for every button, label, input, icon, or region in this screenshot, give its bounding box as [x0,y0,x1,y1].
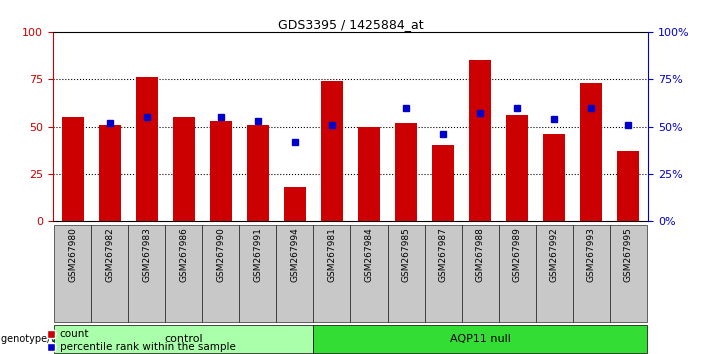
Legend: count, percentile rank within the sample: count, percentile rank within the sample [47,329,236,352]
Text: GSM267982: GSM267982 [105,227,114,282]
Bar [173,117,195,221]
Title: GDS3395 / 1425884_at: GDS3395 / 1425884_at [278,18,423,31]
Text: AQP11 null: AQP11 null [449,334,510,344]
Text: GSM267994: GSM267994 [290,227,299,282]
Text: genotype/variation ▶: genotype/variation ▶ [1,334,104,344]
Bar [506,115,528,221]
Text: GSM267987: GSM267987 [439,227,447,282]
Text: GSM267984: GSM267984 [365,227,374,282]
Text: GSM267991: GSM267991 [254,227,262,282]
Text: GSM267992: GSM267992 [550,227,559,282]
Text: control: control [165,334,203,344]
Text: GSM267988: GSM267988 [475,227,484,282]
Bar [284,187,306,221]
Text: GSM267980: GSM267980 [69,227,77,282]
Text: GSM267983: GSM267983 [142,227,151,282]
Bar [543,134,565,221]
Bar [210,121,232,221]
Bar [358,127,380,221]
Bar [247,125,269,221]
Text: GSM267981: GSM267981 [327,227,336,282]
Bar [99,125,121,221]
Bar [136,77,158,221]
Text: GSM267990: GSM267990 [217,227,226,282]
Bar [321,81,343,221]
Text: GSM267993: GSM267993 [587,227,596,282]
Bar [395,123,417,221]
Bar [432,145,454,221]
Bar [617,151,639,221]
Bar [62,117,84,221]
Text: GSM267985: GSM267985 [402,227,411,282]
Bar [580,83,602,221]
Bar [469,60,491,221]
Text: GSM267986: GSM267986 [179,227,189,282]
Text: GSM267989: GSM267989 [512,227,522,282]
Text: GSM267995: GSM267995 [624,227,632,282]
